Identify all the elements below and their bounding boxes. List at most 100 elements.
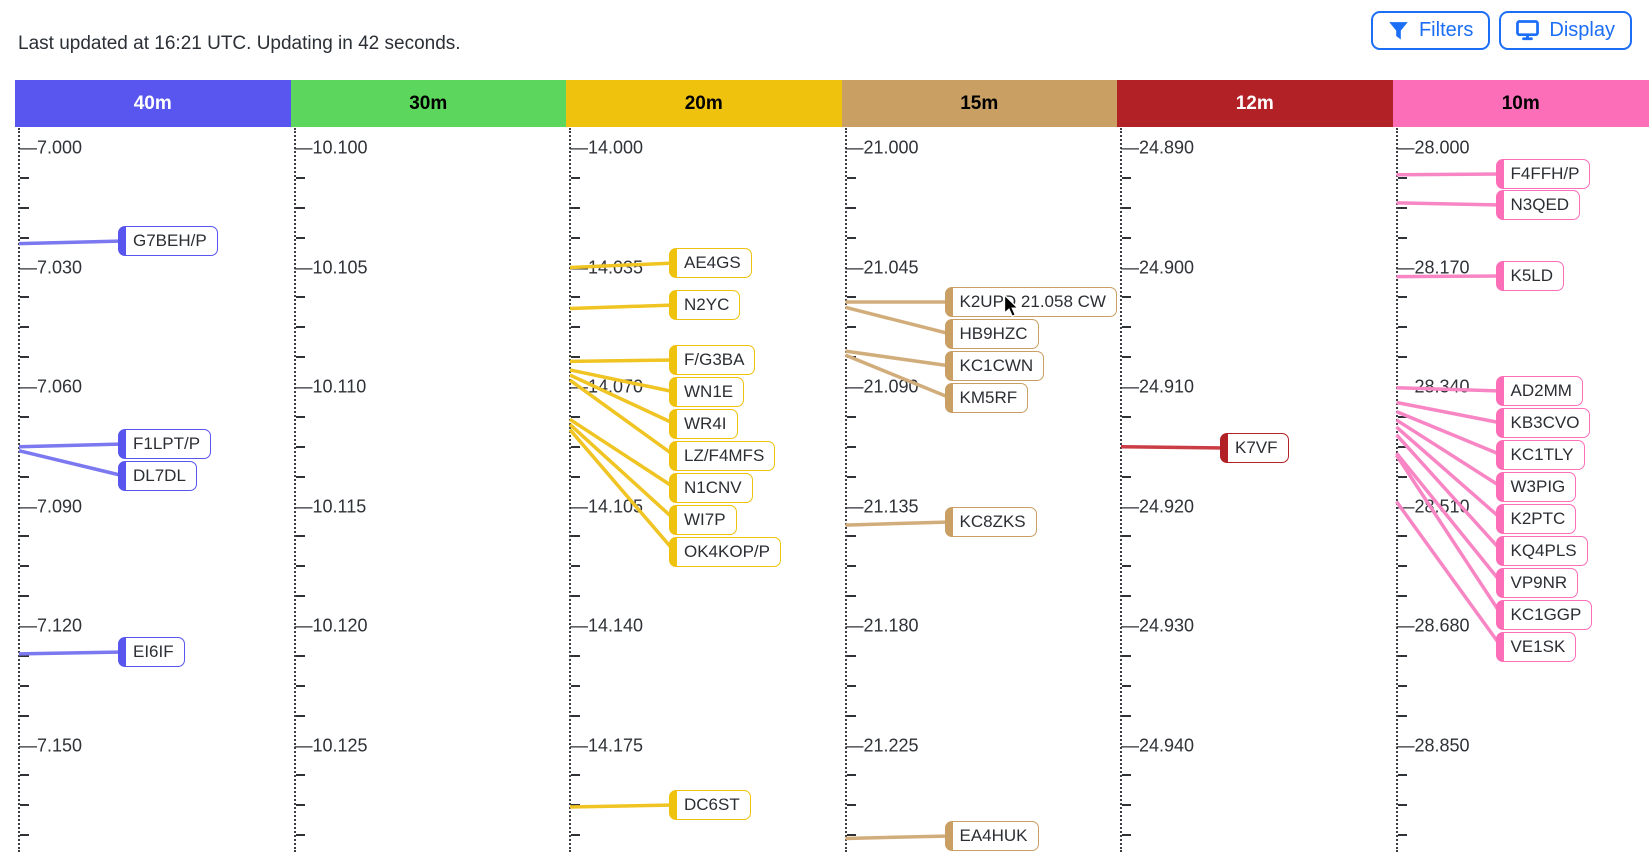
minor-tick <box>20 804 29 807</box>
minor-tick <box>295 445 305 448</box>
spot-line <box>845 305 951 336</box>
spot-label-EI6IF[interactable]: EI6IF <box>118 637 185 667</box>
spot-line <box>845 349 951 368</box>
spot-label-K5LD[interactable]: K5LD <box>1495 261 1565 291</box>
minor-tick <box>571 834 580 837</box>
spot-label-KC1TLY[interactable]: KC1TLY <box>1495 440 1585 470</box>
minor-tick <box>1397 565 1407 568</box>
spot-label-N1CNV[interactable]: N1CNV <box>669 473 753 503</box>
tick-label: —28.850 <box>1396 735 1470 755</box>
spot-label-WR4I[interactable]: WR4I <box>669 409 738 439</box>
spot-label-F/G3BA[interactable]: F/G3BA <box>669 345 756 375</box>
tick-label: —7.120 <box>19 615 83 636</box>
minor-tick <box>295 206 305 209</box>
spot-label-KB3CVO[interactable]: KB3CVO <box>1495 408 1591 438</box>
band-header-15m: 15m <box>841 80 1117 127</box>
minor-tick <box>1122 595 1131 598</box>
display-button-label: Display <box>1549 19 1615 41</box>
spot-label-N2YC[interactable]: N2YC <box>669 290 741 320</box>
spot-label-KC1CWN[interactable]: KC1CWN <box>944 351 1045 381</box>
spot-label-KQ4PLS[interactable]: KQ4PLS <box>1495 536 1588 566</box>
minor-tick <box>1122 684 1131 687</box>
minor-tick <box>571 714 580 717</box>
tick-label: —21.135 <box>845 496 919 516</box>
minor-tick <box>1122 535 1131 538</box>
spot-label-K2UPD[interactable]: K2UPD 21.058 CW <box>944 287 1117 317</box>
minor-tick <box>20 236 29 239</box>
spot-label-LZ/F4MFS[interactable]: LZ/F4MFS <box>669 441 776 471</box>
spot-line <box>1395 433 1503 553</box>
spot-label-DC6ST[interactable]: DC6ST <box>669 790 751 820</box>
minor-tick <box>846 834 856 837</box>
tick-label: —10.110 <box>294 376 367 397</box>
spot-label-OK4KOP/P[interactable]: OK4KOP/P <box>669 537 781 567</box>
spot-label-VE1SK[interactable]: VE1SK <box>1495 632 1577 662</box>
minor-tick <box>1397 206 1407 209</box>
minor-tick <box>20 654 29 657</box>
minor-tick <box>1122 654 1131 657</box>
spot-label-AD2MM[interactable]: AD2MM <box>1495 376 1583 406</box>
tick-label: —28.000 <box>1396 137 1470 158</box>
band-header-12m: 12m <box>1117 80 1393 127</box>
spot-line <box>1396 172 1502 177</box>
band-header-10m: 10m <box>1392 80 1649 127</box>
minor-tick <box>846 714 856 717</box>
minor-tick <box>1397 326 1407 329</box>
minor-tick <box>846 684 856 687</box>
minor-tick <box>1122 445 1131 448</box>
spot-label-WI7P[interactable]: WI7P <box>669 505 737 535</box>
display-icon <box>1516 20 1540 41</box>
minor-tick <box>20 206 29 209</box>
minor-tick <box>295 595 305 598</box>
tick-label: —10.120 <box>294 615 368 636</box>
tick-label: —28.340 <box>1396 376 1470 397</box>
status-text: Last updated at 16:21 UTC. Updating in 4… <box>18 33 461 54</box>
frequency-axis-12m <box>1120 128 1122 852</box>
tick-label: —7.060 <box>19 376 83 397</box>
minor-tick <box>1122 714 1131 717</box>
minor-tick <box>571 356 580 359</box>
minor-tick <box>20 774 29 777</box>
minor-tick <box>20 595 29 598</box>
minor-tick <box>1122 834 1131 837</box>
spot-label-WN1E[interactable]: WN1E <box>669 377 745 407</box>
spot-label-AE4GS[interactable]: AE4GS <box>669 248 752 278</box>
spot-label-HB9HZC[interactable]: HB9HZC <box>944 319 1039 349</box>
spot-label-EA4HUK[interactable]: EA4HUK <box>944 821 1039 851</box>
tick-label: —7.090 <box>19 496 83 516</box>
minor-tick <box>20 714 29 717</box>
minor-tick <box>1397 176 1407 179</box>
spot-label-W3PIG[interactable]: W3PIG <box>1495 472 1577 502</box>
spot-label-VP9NR[interactable]: VP9NR <box>1495 568 1579 598</box>
display-button[interactable]: Display <box>1499 11 1632 50</box>
spot-line <box>1396 400 1502 425</box>
tick-label: —14.000 <box>570 137 644 158</box>
tick-label: —14.035 <box>570 257 644 277</box>
spot-label-K2PTC[interactable]: K2PTC <box>1495 504 1577 534</box>
spot-label-KC8ZKS[interactable]: KC8ZKS <box>944 507 1037 537</box>
band-header-20m: 20m <box>566 80 842 127</box>
spot-label-KC1GGP[interactable]: KC1GGP <box>1495 600 1593 630</box>
spot-label-F1LPT/P[interactable]: F1LPT/P <box>118 429 212 459</box>
spot-line <box>1395 451 1503 585</box>
minor-tick <box>571 326 580 329</box>
spot-label-KM5RF[interactable]: KM5RF <box>944 383 1029 413</box>
band-header-40m: 40m <box>15 80 291 127</box>
spot-line <box>18 239 125 246</box>
minor-tick <box>571 296 580 299</box>
spot-label-N3QED[interactable]: N3QED <box>1495 190 1581 220</box>
spot-label-K7VF[interactable]: K7VF <box>1220 433 1289 463</box>
minor-tick <box>1397 595 1407 598</box>
spot-label-DL7DL[interactable]: DL7DL <box>118 461 197 491</box>
spot-line <box>1395 418 1503 489</box>
minor-tick <box>20 834 29 837</box>
spot-line <box>1120 445 1227 450</box>
minor-tick <box>1397 654 1407 657</box>
minor-tick <box>1397 296 1407 299</box>
minor-tick <box>295 296 305 299</box>
spot-label-G7BEH/P[interactable]: G7BEH/P <box>118 226 218 256</box>
minor-tick <box>571 475 580 478</box>
spot-label-F4FFH/P[interactable]: F4FFH/P <box>1495 159 1591 189</box>
filters-button[interactable]: Filters <box>1370 11 1491 50</box>
